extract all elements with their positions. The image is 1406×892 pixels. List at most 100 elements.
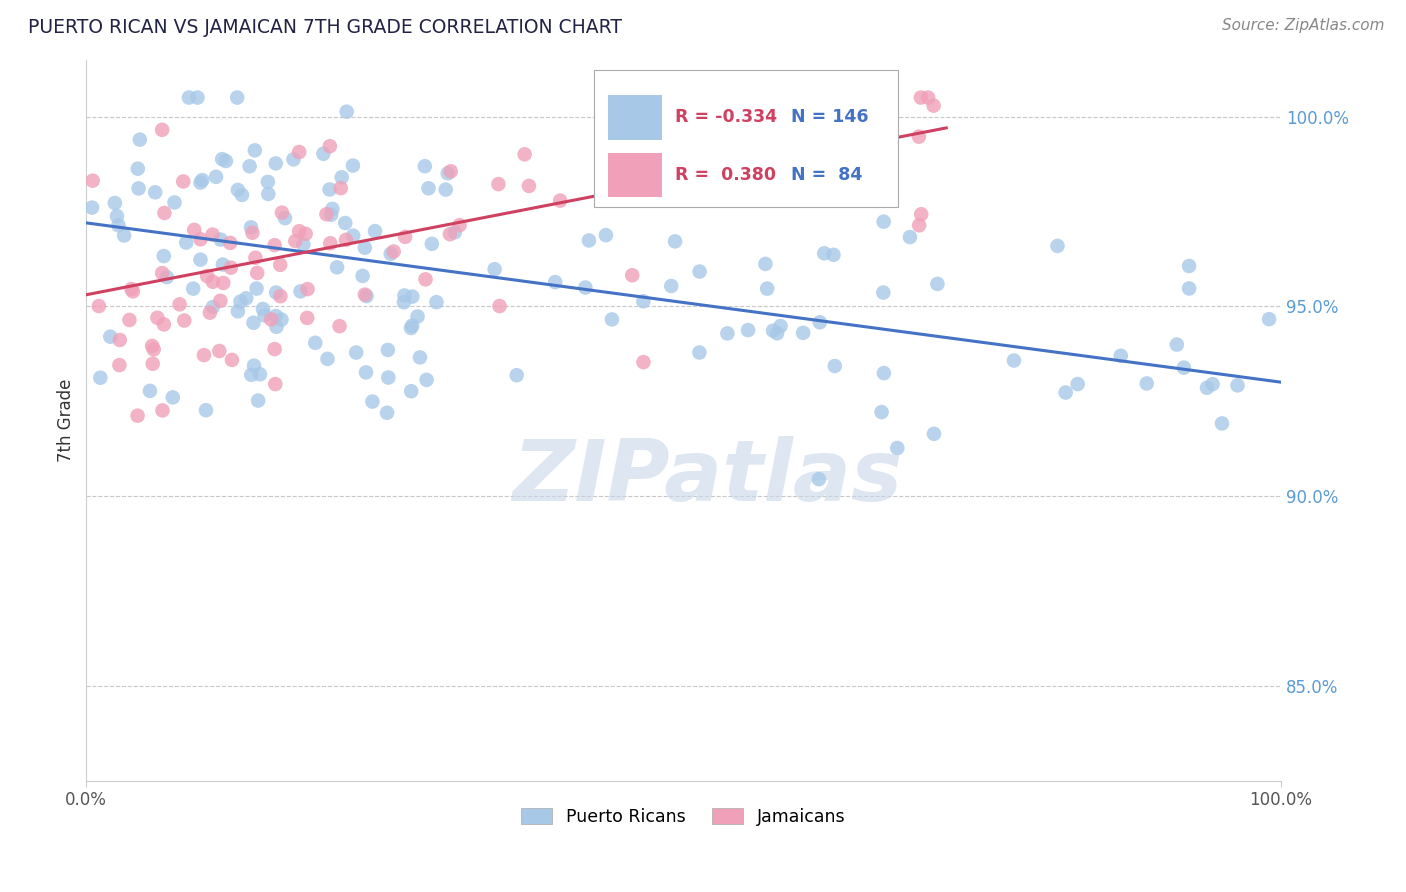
- Point: [401, 290, 423, 304]
- Point: [513, 147, 536, 161]
- Point: [634, 112, 657, 127]
- Point: [870, 405, 893, 419]
- Point: [443, 225, 465, 239]
- Point: [922, 426, 945, 441]
- Point: [873, 366, 896, 380]
- Point: [143, 186, 166, 200]
- Point: [716, 326, 738, 341]
- Point: [231, 188, 253, 202]
- Point: [394, 230, 416, 244]
- Point: [292, 237, 315, 252]
- Point: [420, 236, 443, 251]
- Point: [152, 403, 174, 417]
- Point: [1109, 349, 1132, 363]
- Point: [377, 343, 399, 357]
- Point: [201, 275, 224, 289]
- Point: [418, 181, 440, 195]
- Point: [235, 291, 257, 305]
- Point: [226, 90, 249, 104]
- Point: [105, 209, 128, 223]
- Point: [201, 300, 224, 314]
- Point: [121, 282, 143, 296]
- Point: [219, 260, 242, 275]
- Point: [295, 310, 318, 325]
- Point: [406, 310, 429, 324]
- Point: [354, 287, 377, 301]
- Point: [82, 174, 104, 188]
- Point: [319, 208, 342, 222]
- Point: [239, 159, 262, 173]
- Point: [664, 235, 686, 249]
- Point: [665, 191, 688, 205]
- Point: [872, 214, 894, 228]
- Point: [315, 207, 337, 221]
- Point: [195, 268, 218, 283]
- Point: [263, 238, 285, 252]
- Point: [659, 279, 682, 293]
- Point: [1002, 353, 1025, 368]
- Point: [342, 159, 364, 173]
- Text: Source: ZipAtlas.com: Source: ZipAtlas.com: [1222, 18, 1385, 33]
- Point: [264, 285, 287, 300]
- Bar: [607, 153, 662, 197]
- Point: [595, 228, 617, 243]
- Point: [243, 144, 266, 158]
- Point: [517, 178, 540, 193]
- Point: [263, 342, 285, 356]
- Point: [1054, 385, 1077, 400]
- Point: [108, 358, 131, 372]
- Point: [304, 335, 326, 350]
- Point: [392, 295, 415, 310]
- Point: [436, 166, 458, 180]
- Text: R = -0.334: R = -0.334: [675, 108, 778, 127]
- Point: [1066, 377, 1088, 392]
- Point: [548, 194, 571, 208]
- Point: [578, 234, 600, 248]
- Point: [264, 309, 287, 323]
- Point: [647, 149, 669, 163]
- Point: [245, 282, 267, 296]
- Point: [246, 266, 269, 280]
- Text: N = 146: N = 146: [790, 108, 869, 127]
- Point: [243, 359, 266, 373]
- Point: [173, 313, 195, 327]
- Point: [269, 289, 291, 303]
- Point: [754, 257, 776, 271]
- Point: [98, 329, 121, 343]
- Point: [205, 169, 228, 184]
- Legend: Puerto Ricans, Jamaicans: Puerto Ricans, Jamaicans: [522, 808, 845, 826]
- Point: [209, 233, 232, 247]
- Point: [260, 312, 283, 326]
- Point: [440, 164, 463, 178]
- Point: [1258, 312, 1281, 326]
- Point: [335, 233, 357, 247]
- Point: [150, 123, 173, 137]
- Point: [194, 403, 217, 417]
- Point: [288, 224, 311, 238]
- Point: [153, 318, 176, 332]
- Point: [118, 313, 141, 327]
- Point: [142, 343, 165, 357]
- Point: [488, 299, 510, 313]
- Point: [356, 289, 378, 303]
- Point: [269, 258, 291, 272]
- Point: [425, 295, 447, 310]
- Point: [505, 368, 527, 383]
- Point: [253, 309, 276, 323]
- Point: [128, 181, 150, 195]
- Point: [824, 359, 846, 373]
- Point: [756, 282, 779, 296]
- Point: [354, 365, 377, 379]
- Y-axis label: 7th Grade: 7th Grade: [58, 378, 75, 462]
- Point: [163, 195, 186, 210]
- Point: [190, 232, 212, 246]
- Point: [297, 282, 319, 296]
- Point: [821, 90, 844, 104]
- Point: [127, 409, 149, 423]
- Point: [439, 227, 461, 242]
- Point: [1226, 378, 1249, 392]
- Point: [150, 266, 173, 280]
- Point: [908, 129, 931, 144]
- Point: [449, 218, 471, 232]
- Point: [201, 227, 224, 242]
